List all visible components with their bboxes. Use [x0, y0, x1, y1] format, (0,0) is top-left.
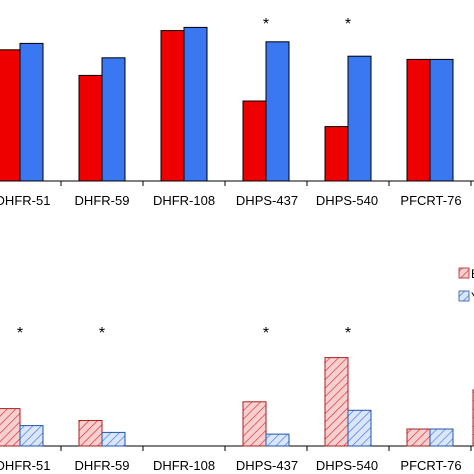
bar-series2-pfcrt-76 — [429, 428, 454, 447]
bar-series2-dhfr-59 — [101, 57, 126, 182]
x-tick-label: DHFR-108 — [153, 193, 215, 208]
bar-series1-pfcrt-76 — [406, 428, 431, 447]
bar-series2-dhfr-59 — [101, 431, 126, 447]
legend-label-e: E — [471, 267, 474, 281]
x-tick-label: DHFR-51 — [0, 193, 50, 208]
bar-series1-dhfr-59 — [78, 420, 103, 447]
bar-series1-pfcrt-76 — [406, 58, 431, 182]
top-bar-chart: * * DHFR-51 DHFR-59 DHFR-108 DHPS-437 DHPS-540… — [0, 16, 474, 208]
bar-series1-dhfr-51 — [0, 408, 21, 447]
bar-series1-dhps-437 — [242, 100, 267, 182]
x-tick-label: DHPS-540 — [316, 193, 378, 208]
bar-series2-dhps-437 — [265, 41, 290, 182]
x-tick-label: DHFR-51 — [0, 458, 50, 473]
bar-series2-dhps-437 — [265, 433, 290, 447]
bottom-bar-chart: * * * * DHFR-51 DHFR-59 DHFR-108 DHPS-437 DHPS-5… — [0, 325, 474, 473]
x-tick-label: PFCRT-76 — [400, 193, 461, 208]
significance-star: * — [345, 325, 351, 342]
bar-series1-dhfr-59 — [78, 74, 103, 182]
legend: E Y — [458, 267, 474, 304]
bar-series2-dhfr-108 — [183, 26, 208, 182]
legend-swatch-y — [458, 290, 470, 302]
bar-series1-dhfr-51 — [0, 49, 21, 182]
legend-label-y: Y — [471, 290, 474, 304]
x-tick-label: DHPS-437 — [236, 193, 298, 208]
significance-star: * — [263, 16, 269, 33]
bar-series2-dhfr-51 — [19, 42, 44, 182]
significance-star: * — [345, 16, 351, 33]
bar-series2-pfcrt-76 — [429, 58, 454, 182]
significance-star: * — [263, 325, 269, 342]
bar-series2-dhps-540 — [347, 409, 372, 447]
bar-series1-dhfr-108 — [160, 30, 185, 182]
legend-swatch-e — [458, 267, 470, 279]
x-tick-label: DHFR-108 — [153, 458, 215, 473]
significance-star: * — [17, 325, 23, 342]
bar-series2-dhfr-51 — [19, 425, 44, 447]
bar-series1-dhps-540 — [324, 357, 349, 447]
x-tick-label: PFCRT-76 — [400, 458, 461, 473]
bar-series1-dhps-540 — [324, 126, 349, 182]
x-tick-label: DHPS-437 — [236, 458, 298, 473]
significance-star: * — [99, 325, 105, 342]
bar-series2-dhps-540 — [347, 55, 372, 182]
x-tick-label: DHPS-540 — [316, 458, 378, 473]
x-tick-label: DHFR-59 — [75, 458, 130, 473]
bar-series1-dhps-437 — [242, 401, 267, 447]
x-tick-label: DHFR-59 — [75, 193, 130, 208]
